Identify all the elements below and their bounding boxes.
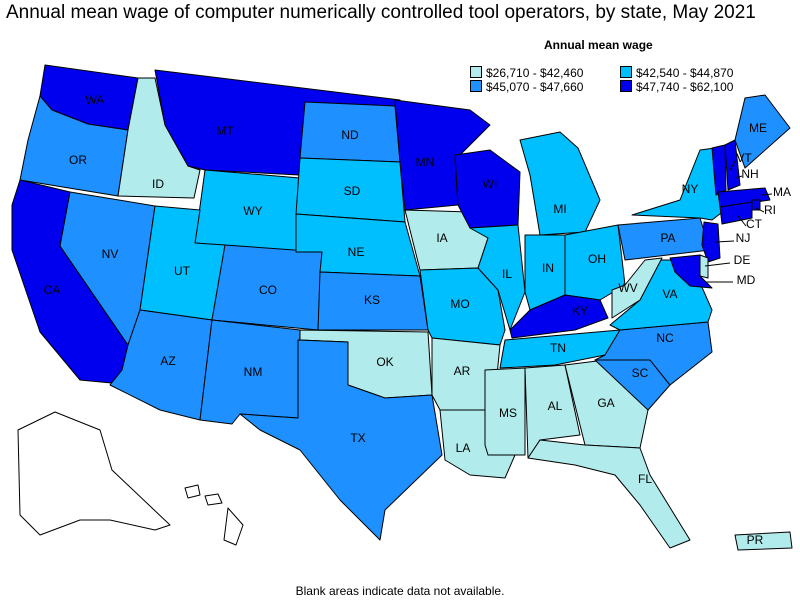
state-label-ca: CA bbox=[44, 283, 61, 297]
state-label-vt: VT bbox=[736, 151, 752, 165]
state-label-sc: SC bbox=[632, 366, 649, 380]
state-label-nh: NH bbox=[741, 167, 758, 181]
label-leader-line bbox=[704, 262, 731, 267]
state-ny bbox=[631, 147, 726, 221]
state-ms bbox=[484, 367, 526, 456]
state-label-co: CO bbox=[259, 283, 277, 297]
state-label-fl: FL bbox=[638, 472, 652, 486]
state-label-mi: MI bbox=[553, 202, 566, 216]
state-label-il: IL bbox=[502, 267, 512, 281]
state-label-wi: WI bbox=[483, 177, 498, 191]
state-label-me: ME bbox=[749, 121, 767, 135]
state-label-ms: MS bbox=[499, 406, 517, 420]
state-tn bbox=[499, 329, 621, 369]
state-ak bbox=[17, 411, 171, 536]
legend-title: Annual mean wage bbox=[544, 38, 653, 52]
legend-swatch bbox=[470, 80, 482, 92]
state-al bbox=[524, 364, 581, 459]
state-label-nj: NJ bbox=[736, 231, 751, 245]
state-label-tn: TN bbox=[550, 341, 566, 355]
state-label-sd: SD bbox=[344, 184, 361, 198]
legend-swatch bbox=[470, 66, 482, 78]
label-leader-line bbox=[735, 175, 743, 179]
state-label-mo: MO bbox=[450, 297, 469, 311]
state-label-la: LA bbox=[456, 441, 471, 455]
state-label-al: AL bbox=[548, 399, 563, 413]
legend-item-bin-4: $47,740 - $62,100 bbox=[620, 80, 733, 94]
label-leader-line bbox=[761, 193, 773, 196]
state-label-ks: KS bbox=[364, 293, 380, 307]
state-label-ia: IA bbox=[436, 231, 447, 245]
state-label-md: MD bbox=[737, 273, 756, 287]
state-label-wy: WY bbox=[243, 204, 262, 218]
state-label-or: OR bbox=[69, 153, 87, 167]
legend-swatch bbox=[620, 80, 632, 92]
state-label-va: VA bbox=[662, 287, 677, 301]
state-label-ga: GA bbox=[597, 396, 614, 410]
state-label-de: DE bbox=[734, 253, 751, 267]
state-id bbox=[117, 77, 201, 199]
state-label-tx: TX bbox=[350, 431, 365, 445]
state-label-ut: UT bbox=[174, 264, 191, 278]
state-label-ny: NY bbox=[682, 182, 699, 196]
state-wv bbox=[611, 257, 663, 319]
state-ct bbox=[719, 201, 753, 225]
state-label-az: AZ bbox=[160, 354, 175, 368]
state-md bbox=[669, 254, 713, 289]
state-label-wv: WV bbox=[618, 281, 637, 295]
state-label-ri: RI bbox=[764, 203, 776, 217]
legend-label: $42,540 - $44,870 bbox=[636, 66, 734, 80]
state-label-ct: CT bbox=[746, 217, 763, 231]
state-ma bbox=[717, 187, 771, 208]
state-label-ar: AR bbox=[454, 364, 471, 378]
label-leader-line bbox=[729, 159, 737, 171]
state-label-ne: NE bbox=[348, 245, 365, 259]
state-label-oh: OH bbox=[588, 252, 606, 266]
state-ky bbox=[509, 294, 609, 339]
label-leader-line bbox=[737, 215, 747, 227]
state-label-nd: ND bbox=[341, 128, 359, 142]
label-leader-line bbox=[755, 207, 765, 213]
footnote: Blank areas indicate data not available. bbox=[295, 584, 505, 598]
legend-label: $45,070 - $47,660 bbox=[486, 80, 584, 94]
state-label-id: ID bbox=[152, 177, 164, 191]
legend-swatch bbox=[620, 66, 632, 78]
state-de bbox=[699, 254, 709, 279]
state-me bbox=[734, 94, 791, 169]
state-nj bbox=[701, 221, 721, 263]
state-il bbox=[469, 224, 526, 331]
map-title: Annual mean wage of computer numerically… bbox=[6, 2, 756, 23]
state-label-pr: PR bbox=[747, 533, 764, 547]
state-tx bbox=[239, 339, 443, 541]
state-hi bbox=[184, 484, 244, 546]
state-vt bbox=[711, 144, 727, 196]
state-mi bbox=[519, 131, 601, 236]
label-leader-line bbox=[715, 240, 735, 243]
state-label-ma: MA bbox=[773, 185, 791, 199]
state-label-nc: NC bbox=[656, 331, 674, 345]
legend-label: $47,740 - $62,100 bbox=[636, 80, 734, 94]
state-label-mt: MT bbox=[216, 124, 234, 138]
state-label-pa: PA bbox=[660, 231, 675, 245]
state-label-ok: OK bbox=[376, 355, 393, 369]
state-label-wa: WA bbox=[86, 93, 105, 107]
state-label-ky: KY bbox=[572, 304, 588, 318]
state-pr bbox=[734, 531, 793, 551]
state-label-mn: MN bbox=[416, 155, 435, 169]
state-label-nm: NM bbox=[244, 365, 263, 379]
legend-label: $26,710 - $42,460 bbox=[486, 66, 584, 80]
legend-item-bin-1: $26,710 - $42,460 bbox=[470, 66, 583, 80]
state-label-in: IN bbox=[542, 261, 554, 275]
state-fl bbox=[527, 439, 691, 549]
state-label-nv: NV bbox=[102, 247, 119, 261]
legend-item-bin-2: $42,540 - $44,870 bbox=[620, 66, 733, 80]
legend-item-bin-3: $45,070 - $47,660 bbox=[470, 80, 583, 94]
